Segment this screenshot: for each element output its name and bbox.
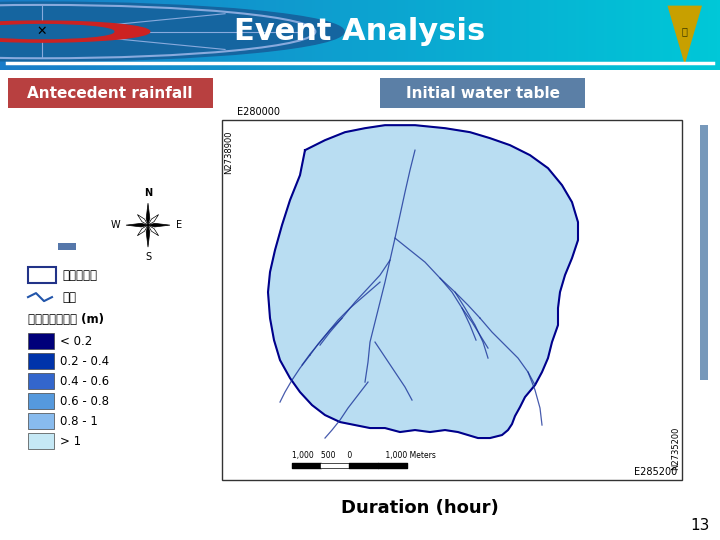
Polygon shape — [148, 225, 158, 236]
Text: E: E — [176, 220, 182, 230]
Bar — [28, 413, 54, 429]
Text: ✕: ✕ — [37, 25, 47, 38]
Text: S: S — [145, 252, 151, 262]
Text: E280000: E280000 — [237, 107, 280, 117]
Text: 水系: 水系 — [62, 291, 76, 303]
Text: Duration (hour): Duration (hour) — [341, 499, 499, 517]
Text: 13: 13 — [690, 517, 710, 532]
Text: N2735200: N2735200 — [671, 427, 680, 470]
Bar — [380, 78, 585, 108]
Bar — [28, 353, 54, 369]
Bar — [58, 243, 76, 250]
Polygon shape — [268, 125, 578, 438]
Text: Event Analysis: Event Analysis — [235, 17, 485, 46]
Bar — [28, 393, 54, 409]
Text: E285200: E285200 — [634, 467, 677, 477]
Bar — [28, 333, 54, 349]
Text: Initial water table: Initial water table — [406, 86, 560, 100]
Text: Antecedent rainfall: Antecedent rainfall — [27, 86, 193, 100]
Text: > 1: > 1 — [60, 435, 81, 448]
Polygon shape — [146, 225, 150, 247]
Polygon shape — [148, 214, 158, 225]
Text: N: N — [144, 188, 152, 198]
Circle shape — [0, 21, 150, 42]
Text: W: W — [110, 220, 120, 230]
Text: 0.2 - 0.4: 0.2 - 0.4 — [60, 355, 109, 368]
Text: N2738900: N2738900 — [224, 130, 233, 174]
Text: 初始地下水位深 (m): 初始地下水位深 (m) — [28, 313, 104, 326]
Polygon shape — [148, 224, 170, 227]
Polygon shape — [138, 225, 148, 236]
Text: < 0.2: < 0.2 — [60, 335, 92, 348]
Polygon shape — [667, 5, 702, 65]
Text: ⛩: ⛩ — [682, 26, 688, 37]
Text: 集水區邊界: 集水區邊界 — [62, 268, 97, 282]
Bar — [222, 120, 682, 480]
Bar — [700, 125, 708, 380]
Polygon shape — [146, 203, 150, 225]
Text: 0.8 - 1: 0.8 - 1 — [60, 415, 98, 428]
Text: 0.6 - 0.8: 0.6 - 0.8 — [60, 395, 109, 408]
Circle shape — [0, 2, 344, 61]
Text: 0.4 - 0.6: 0.4 - 0.6 — [60, 375, 109, 388]
Text: 1,000   500     0              1,000 Meters: 1,000 500 0 1,000 Meters — [292, 451, 436, 460]
Polygon shape — [138, 214, 148, 225]
Bar — [28, 267, 56, 283]
Circle shape — [0, 24, 114, 38]
Bar — [28, 433, 54, 449]
Polygon shape — [126, 224, 148, 227]
Bar — [8, 78, 213, 108]
Bar — [28, 373, 54, 389]
